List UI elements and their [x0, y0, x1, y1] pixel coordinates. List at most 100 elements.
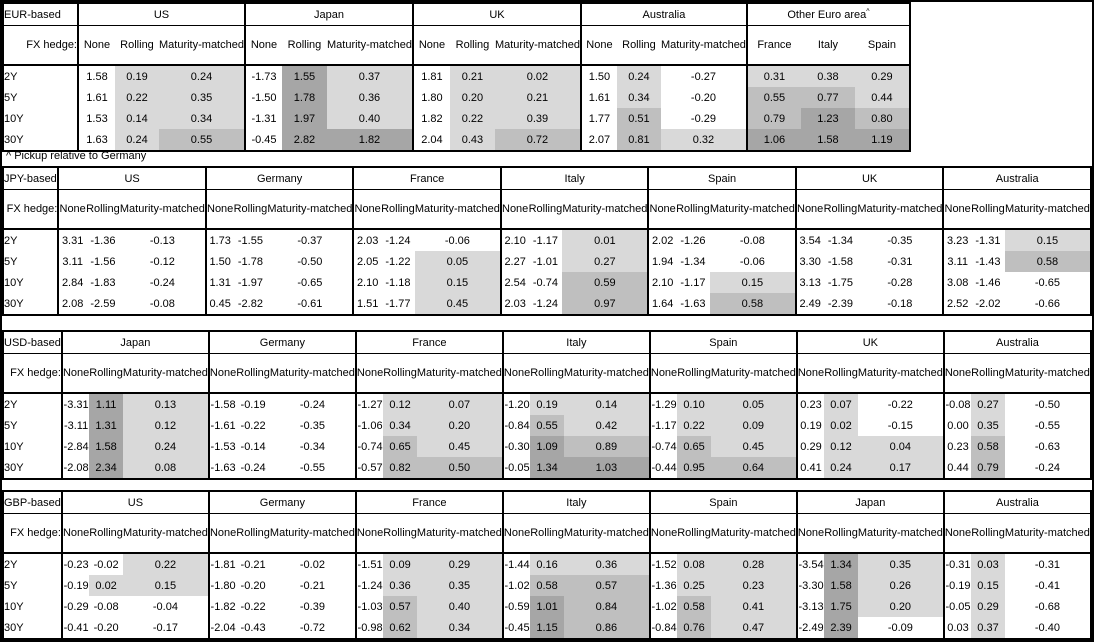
value-cell: -1.82: [207, 596, 237, 617]
value-cell: 0.15: [971, 575, 1005, 596]
value-cell: -0.05: [501, 457, 531, 479]
value-cell: 2.52: [942, 293, 971, 315]
value-cell: 0.36: [326, 87, 413, 108]
value-cell: -0.09: [857, 617, 944, 639]
column-header: None: [794, 189, 824, 230]
value-cell: -0.50: [1004, 393, 1091, 415]
group-header: Italy: [501, 491, 650, 514]
value-cell: 0.79: [745, 108, 801, 129]
value-cell: -0.19: [60, 575, 90, 596]
column-header: None: [499, 189, 529, 230]
block-label: GBP-based: [3, 491, 63, 514]
value-cell: 1.82: [411, 108, 450, 129]
tenor-label: 30Y: [3, 617, 63, 639]
column-header: Maturity-matched: [119, 189, 206, 230]
value-cell: 0.24: [616, 65, 661, 87]
value-cell: 0.12: [122, 415, 209, 436]
value-cell: 0.19: [115, 65, 159, 87]
value-cell: -1.55: [233, 229, 268, 251]
value-cell: -0.14: [236, 436, 270, 457]
column-header: Maturity-matched: [122, 353, 209, 394]
group-header: Germany: [207, 491, 356, 514]
value-cell: -0.20: [89, 617, 123, 639]
value-cell: -2.49: [795, 617, 825, 639]
tenor-label: 10Y: [3, 272, 60, 293]
value-cell: -1.31: [243, 108, 282, 129]
value-cell: -1.03: [354, 596, 384, 617]
block-label: JPY-based: [3, 167, 60, 190]
value-cell: 0.21: [494, 87, 581, 108]
value-cell: -0.27: [660, 65, 747, 87]
value-cell: 1.78: [281, 87, 327, 108]
value-cell: 0.23: [942, 436, 972, 457]
value-cell: 0.12: [383, 393, 417, 415]
value-cell: 0.95: [677, 457, 711, 479]
value-cell: -0.68: [1004, 596, 1091, 617]
value-cell: 1.15: [530, 617, 564, 639]
column-header: Maturity-matched: [857, 189, 944, 230]
group-header: Spain: [648, 491, 797, 514]
value-cell: 1.73: [204, 229, 234, 251]
value-cell: 0.07: [824, 393, 858, 415]
value-cell: -0.63: [1004, 436, 1091, 457]
value-cell: 0.35: [416, 575, 503, 596]
value-cell: -1.31: [970, 229, 1005, 251]
column-header: Italy: [800, 25, 855, 66]
value-cell: 0.22: [122, 553, 209, 575]
value-cell: 0.44: [942, 457, 972, 479]
value-cell: -0.02: [89, 553, 123, 575]
superscript-marker: ^: [866, 7, 870, 15]
value-cell: 0.27: [971, 393, 1005, 415]
value-cell: -2.82: [233, 293, 268, 315]
value-cell: 0.40: [416, 596, 503, 617]
value-cell: -0.66: [1004, 293, 1091, 315]
group-header: Spain: [648, 331, 797, 354]
value-cell: 1.75: [824, 596, 858, 617]
column-header: None: [354, 513, 384, 554]
column-header: None: [795, 353, 825, 394]
column-header: Rolling: [383, 513, 417, 554]
value-cell: -0.13: [119, 229, 206, 251]
tenor-label: 5Y: [3, 415, 63, 436]
value-cell: 1.06: [745, 129, 801, 151]
fx-hedge-label: FX hedge:: [3, 353, 63, 394]
tenor-label: 2Y: [3, 553, 63, 575]
block-label: USD-based: [3, 331, 63, 354]
value-cell: 0.36: [563, 553, 650, 575]
value-cell: 0.58: [677, 596, 711, 617]
value-cell: 1.19: [854, 129, 910, 151]
value-cell: 0.38: [800, 65, 855, 87]
value-cell: 1.31: [89, 415, 123, 436]
column-header: Maturity-matched: [857, 353, 944, 394]
value-cell: 2.10: [499, 229, 529, 251]
value-cell: -0.40: [1004, 617, 1091, 639]
value-cell: 0.03: [971, 553, 1005, 575]
value-cell: -2.02: [970, 293, 1005, 315]
column-header: Rolling: [233, 189, 268, 230]
value-cell: -2.39: [823, 293, 858, 315]
value-cell: -0.21: [269, 575, 356, 596]
value-cell: 0.16: [530, 553, 564, 575]
group-header: Italy: [499, 167, 649, 190]
value-cell: 0.04: [857, 436, 944, 457]
value-cell: 0.24: [159, 65, 245, 87]
column-header: None: [77, 25, 115, 66]
value-cell: 0.97: [562, 293, 649, 315]
value-cell: 0.29: [416, 553, 503, 575]
value-cell: 0.05: [414, 251, 501, 272]
value-cell: 0.37: [971, 617, 1005, 639]
column-header: None: [579, 25, 617, 66]
value-cell: 3.08: [942, 272, 971, 293]
value-cell: -0.45: [501, 617, 531, 639]
value-cell: 0.02: [89, 575, 123, 596]
value-cell: 3.23: [942, 229, 971, 251]
value-cell: 0.29: [854, 65, 910, 87]
value-cell: 0.22: [677, 415, 711, 436]
group-header: UK: [795, 331, 944, 354]
value-cell: -0.17: [122, 617, 209, 639]
value-cell: 0.12: [824, 436, 858, 457]
value-cell: 1.58: [800, 129, 855, 151]
column-header: None: [243, 25, 282, 66]
value-cell: -1.18: [380, 272, 415, 293]
value-cell: -1.29: [648, 393, 678, 415]
